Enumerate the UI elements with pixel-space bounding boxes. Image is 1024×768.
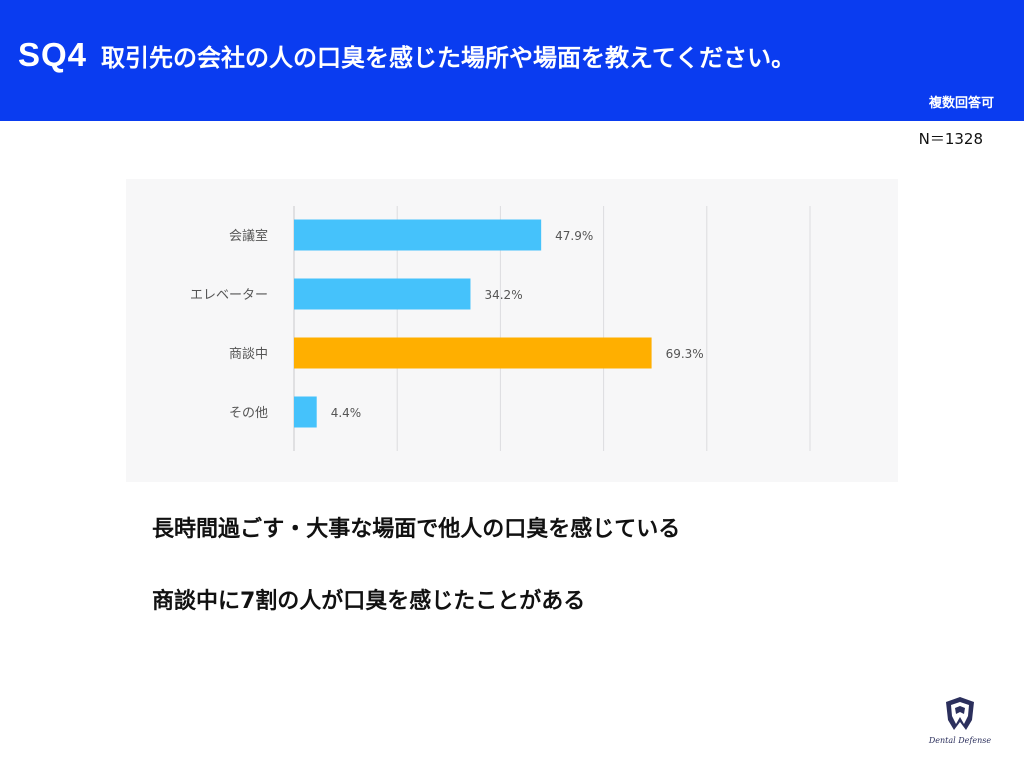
bar	[294, 396, 317, 428]
logo-text: Dental Defense	[928, 736, 992, 745]
category-label: エレベーター	[190, 288, 268, 303]
category-label: 商談中	[229, 346, 268, 362]
question-title: SQ4 取引先の会社の人の口臭を感じた場所や場面を教えてください。	[18, 36, 795, 80]
sample-size-label: N＝1328	[918, 130, 983, 148]
header-bar: SQ4 取引先の会社の人の口臭を感じた場所や場面を教えてください。 複数回答可	[0, 0, 1024, 121]
bar-chart: 会議室 47.9% エレベーター 34.2% 商談中 69.3% その他 4.4%	[190, 206, 811, 451]
question-text: 取引先の会社の人の口臭を感じた場所や場面を教えてください。	[101, 44, 796, 72]
chart-panel: 会議室 47.9% エレベーター 34.2% 商談中 69.3% その他 4.4%	[126, 179, 898, 482]
brand-logo: Dental Defense	[928, 696, 992, 752]
data-label: 34.2%	[484, 288, 522, 302]
data-label: 4.4%	[331, 406, 362, 420]
answer-type-label: 複数回答可	[928, 96, 994, 111]
bar	[294, 337, 652, 369]
data-label: 47.9%	[555, 229, 593, 243]
tooth-icon	[946, 697, 974, 730]
takeaways: 長時間過ごす・大事な場面で他人の口臭を感じている 商談中に7割の人が口臭を感じた…	[152, 512, 680, 620]
takeaway-2: 商談中に7割の人が口臭を感じたことがある	[152, 589, 586, 614]
category-label: 会議室	[229, 228, 268, 244]
bar	[294, 278, 471, 310]
bar	[294, 219, 542, 251]
question-number: SQ4	[18, 36, 88, 73]
data-label: 69.3%	[666, 347, 704, 361]
category-label: その他	[229, 406, 268, 421]
takeaway-1: 長時間過ごす・大事な場面で他人の口臭を感じている	[152, 517, 681, 542]
